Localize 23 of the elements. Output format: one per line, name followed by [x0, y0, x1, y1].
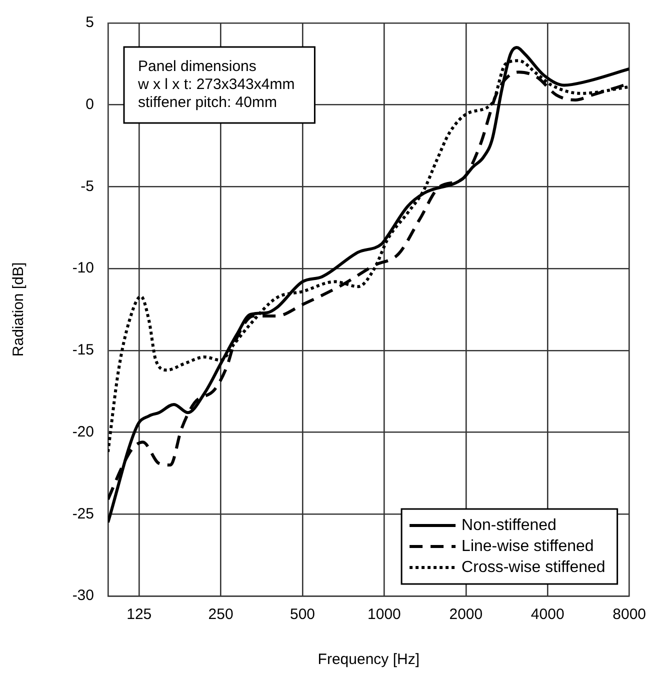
y-tick-label: -5	[80, 178, 94, 195]
y-tick-label: -10	[72, 260, 94, 277]
y-tick-label: -20	[72, 423, 94, 440]
x-tick-label: 8000	[612, 606, 646, 624]
annotation: stiffener pitch: 40mm	[138, 94, 277, 112]
y-tick-label: 0	[86, 96, 94, 113]
x-tick-label: 1000	[368, 606, 401, 624]
annotation: w x l x t: 273x343x4mm	[137, 76, 295, 94]
legend-label: Non-stiffened	[462, 516, 556, 534]
x-tick-label: 500	[290, 606, 316, 624]
y-axis-title: Radiation [dB]	[10, 262, 28, 357]
x-tick-label: 4000	[530, 606, 564, 624]
y-tick-label: 5	[86, 14, 94, 32]
y-tick-label: -30	[72, 587, 94, 604]
legend-label: Line-wise stiffened	[462, 538, 594, 555]
x-tick-label: 250	[208, 606, 234, 624]
legend-label: Cross-wise stiffened	[462, 558, 606, 576]
y-tick-label: -25	[72, 505, 94, 522]
x-tick-label: 2000	[449, 606, 483, 624]
y-tick-label: -15	[72, 342, 94, 359]
x-tick-label: 125	[126, 606, 152, 624]
x-axis-title: Frequency [Hz]	[318, 651, 420, 668]
annotation: Panel dimensions	[138, 58, 256, 76]
